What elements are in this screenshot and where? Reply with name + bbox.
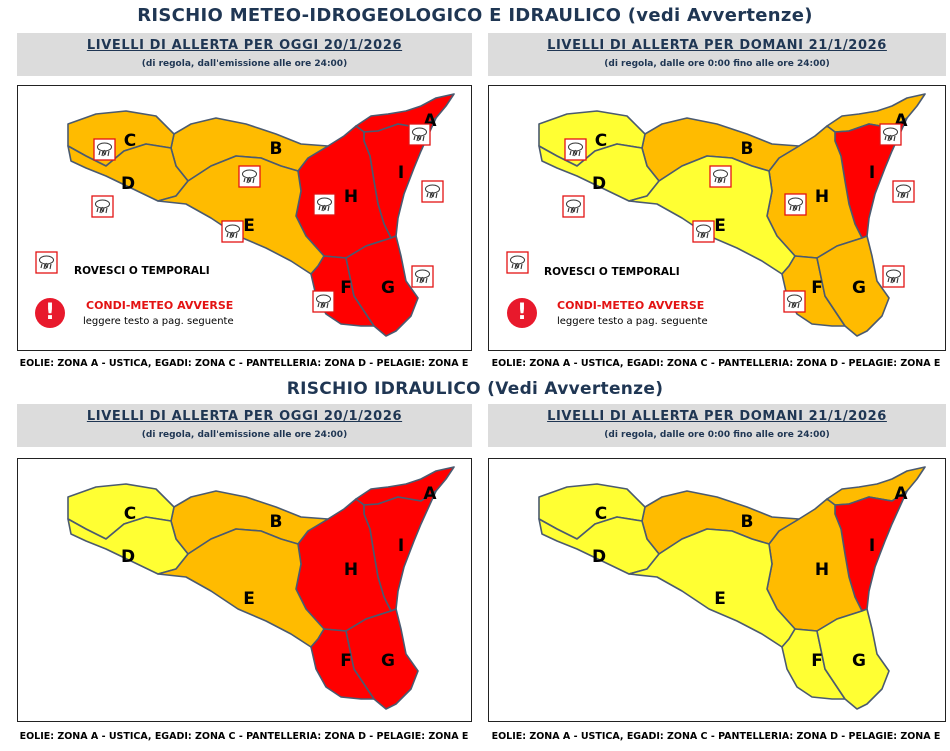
zone-label-a: A <box>894 484 908 504</box>
section-title-text: RISCHIO IDRAULICO <box>286 379 481 399</box>
zone-label-h: H <box>815 187 829 207</box>
zone-g <box>816 235 890 337</box>
zone-label-b: B <box>741 512 754 532</box>
zone-g <box>345 235 419 337</box>
zone-label-f: F <box>811 278 823 298</box>
panel-header-tomorrow-idraulico: LIVELLI DI ALLERTA PER DOMANI 21/1/2026 … <box>488 404 946 447</box>
zone-label-i: I <box>398 536 404 556</box>
panel-heading: LIVELLI DI ALLERTA PER DOMANI 21/1/2026 <box>547 38 887 53</box>
storm-icon <box>93 138 116 161</box>
storm-icon <box>692 220 715 243</box>
zone-label-g: G <box>381 651 395 671</box>
sicily-map: A B C D E F G H I <box>67 466 455 710</box>
legend-storm-label: ROVESCI O TEMPORALI <box>74 265 210 277</box>
sicily-map: A B C D E F G H I <box>538 466 926 710</box>
storm-icon <box>783 290 806 313</box>
storm-icon <box>408 123 431 146</box>
section-title-meteo: RISCHIO METEO-IDROGEOLOGICO E IDRAULICO … <box>0 5 950 26</box>
legend-adverse-label: CONDI-METEO AVVERSE <box>557 299 705 312</box>
panel-header-today-idraulico: LIVELLI DI ALLERTA PER OGGI 20/1/2026 (d… <box>17 404 472 447</box>
zone-label-c: C <box>595 504 607 524</box>
zone-label-c: C <box>124 131 136 151</box>
alert-symbol: ! <box>516 300 528 325</box>
zone-label-g: G <box>852 278 866 298</box>
alert-exclamation-icon: ! <box>507 298 537 328</box>
panel-header-today-meteo: LIVELLI DI ALLERTA PER OGGI 20/1/2026 (d… <box>17 33 472 76</box>
zone-label-i: I <box>869 536 875 556</box>
storm-icon <box>709 165 732 188</box>
zone-label-i: I <box>398 163 404 183</box>
zone-label-e: E <box>243 589 255 609</box>
legend-adverse-label: CONDI-METEO AVVERSE <box>86 299 234 312</box>
storm-icon <box>564 138 587 161</box>
storm-icon <box>238 165 261 188</box>
storm-icon <box>879 123 902 146</box>
zone-label-d: D <box>121 174 135 194</box>
panel-subheading: (di regola, dalle ore 0:00 fino alle ore… <box>604 430 830 440</box>
legend-adverse-note: leggere testo a pag. seguente <box>557 316 708 327</box>
zone-label-d: D <box>592 547 606 567</box>
islands-note: EOLIE: ZONA A - USTICA, EGADI: ZONA C - … <box>19 358 469 369</box>
zone-label-f: F <box>340 278 352 298</box>
zone-label-f: F <box>811 651 823 671</box>
zone-g <box>345 608 419 710</box>
storm-icon <box>411 265 434 288</box>
storm-icon <box>35 251 58 274</box>
section-title-idraulico: RISCHIO IDRAULICO (Vedi Avvertenze) <box>0 379 950 399</box>
zone-label-e: E <box>243 216 255 236</box>
legend-adverse-note: leggere testo a pag. seguente <box>83 316 234 327</box>
storm-icon <box>312 290 335 313</box>
zone-g <box>816 608 890 710</box>
alert-symbol: ! <box>44 300 56 325</box>
section-title-text: RISCHIO METEO-IDROGEOLOGICO E IDRAULICO <box>137 5 622 26</box>
storm-icon <box>784 193 807 216</box>
zone-label-e: E <box>714 216 726 236</box>
storm-icon <box>421 180 444 203</box>
panel-subheading: (di regola, dall'emissione alle ore 24:0… <box>141 430 348 440</box>
zone-label-h: H <box>815 560 829 580</box>
zone-label-b: B <box>270 512 283 532</box>
panel-subheading: (di regola, dalle ore 0:00 fino alle ore… <box>604 59 830 69</box>
panel-subheading: (di regola, dall'emissione alle ore 24:0… <box>141 59 348 69</box>
zone-label-h: H <box>344 187 358 207</box>
zone-label-a: A <box>423 484 437 504</box>
storm-icon <box>313 193 336 216</box>
panel-heading: LIVELLI DI ALLERTA PER DOMANI 21/1/2026 <box>547 409 887 424</box>
islands-note: EOLIE: ZONA A - USTICA, EGADI: ZONA C - … <box>19 731 469 742</box>
storm-icon <box>562 195 585 218</box>
zone-label-b: B <box>741 139 754 159</box>
zone-label-i: I <box>869 163 875 183</box>
storm-icon <box>506 251 529 274</box>
zone-label-b: B <box>270 139 283 159</box>
zone-label-g: G <box>381 278 395 298</box>
zone-label-c: C <box>595 131 607 151</box>
section-title-note: (Vedi Avvertenze) <box>487 379 664 399</box>
panel-heading: LIVELLI DI ALLERTA PER OGGI 20/1/2026 <box>86 409 403 424</box>
zone-label-h: H <box>344 560 358 580</box>
section-title-note: (vedi Avvertenze) <box>627 5 813 26</box>
zone-label-f: F <box>340 651 352 671</box>
zone-label-e: E <box>714 589 726 609</box>
panel-heading: LIVELLI DI ALLERTA PER OGGI 20/1/2026 <box>86 38 403 53</box>
map-panel-tomorrow-idraulico: A B C D E F G H I <box>488 458 946 722</box>
alert-exclamation-icon: ! <box>35 298 65 328</box>
zone-label-d: D <box>592 174 606 194</box>
zone-label-g: G <box>852 651 866 671</box>
storm-icon <box>882 265 905 288</box>
panel-header-tomorrow-meteo: LIVELLI DI ALLERTA PER DOMANI 21/1/2026 … <box>488 33 946 76</box>
islands-note: EOLIE: ZONA A - USTICA, EGADI: ZONA C - … <box>491 731 941 742</box>
islands-note: EOLIE: ZONA A - USTICA, EGADI: ZONA C - … <box>491 358 941 369</box>
map-panel-today-idraulico: A B C D E F G H I <box>17 458 472 722</box>
storm-icon <box>221 220 244 243</box>
zone-label-d: D <box>121 547 135 567</box>
storm-icon <box>91 195 114 218</box>
zone-label-c: C <box>124 504 136 524</box>
storm-icon <box>892 180 915 203</box>
legend-storm-label: ROVESCI O TEMPORALI <box>544 266 680 278</box>
